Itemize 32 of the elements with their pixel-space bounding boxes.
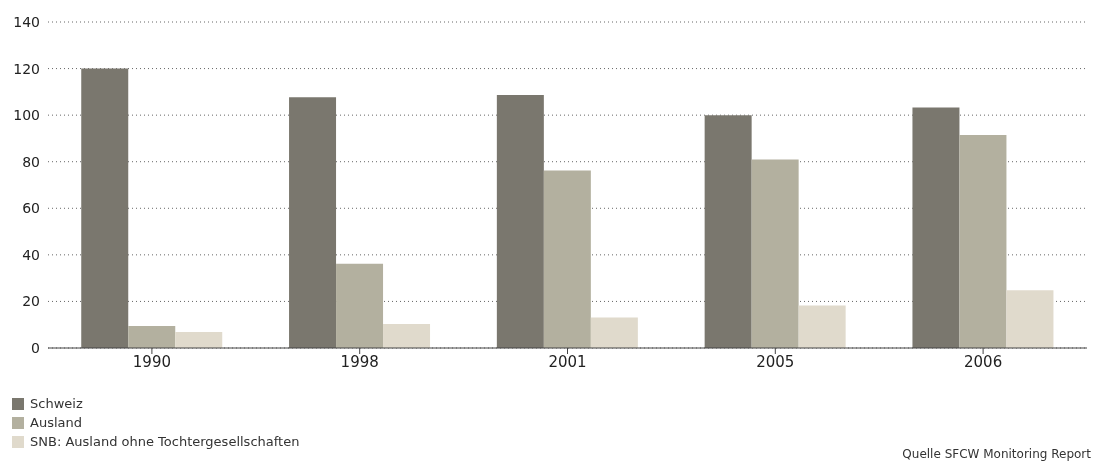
y-tick-label: 120 bbox=[13, 60, 40, 77]
bar bbox=[383, 324, 431, 348]
x-tick-label: 2006 bbox=[964, 352, 1003, 371]
x-tick-label: 2005 bbox=[756, 352, 795, 371]
bar bbox=[289, 97, 337, 348]
bar bbox=[959, 134, 1007, 348]
y-tick-label: 140 bbox=[13, 13, 40, 30]
legend-label: Schweiz bbox=[30, 396, 83, 411]
bar bbox=[175, 331, 223, 348]
bar bbox=[128, 326, 176, 348]
bar bbox=[751, 159, 799, 348]
bar bbox=[590, 317, 638, 348]
x-tick-label: 2001 bbox=[548, 352, 587, 371]
y-tick-label: 60 bbox=[22, 200, 40, 217]
y-tick-label: 100 bbox=[13, 107, 40, 124]
y-tick-label: 20 bbox=[22, 293, 40, 310]
bar bbox=[798, 305, 846, 348]
bar bbox=[704, 115, 752, 348]
legend-label: SNB: Ausland ohne Tochtergesellschaften bbox=[30, 434, 300, 449]
y-tick-label: 40 bbox=[22, 246, 40, 263]
bar bbox=[543, 170, 591, 348]
bar bbox=[496, 95, 544, 348]
bar bbox=[912, 107, 960, 348]
y-tick-label: 80 bbox=[22, 153, 40, 170]
x-tick-label: 1998 bbox=[340, 352, 379, 371]
bar bbox=[336, 263, 384, 348]
bar bbox=[1006, 290, 1054, 348]
legend-label: Ausland bbox=[30, 415, 82, 430]
source-note: Quelle SFCW Monitoring Report bbox=[902, 447, 1091, 461]
y-tick-label: 0 bbox=[31, 339, 40, 356]
x-tick-label: 1990 bbox=[132, 352, 171, 371]
bar bbox=[81, 68, 129, 348]
